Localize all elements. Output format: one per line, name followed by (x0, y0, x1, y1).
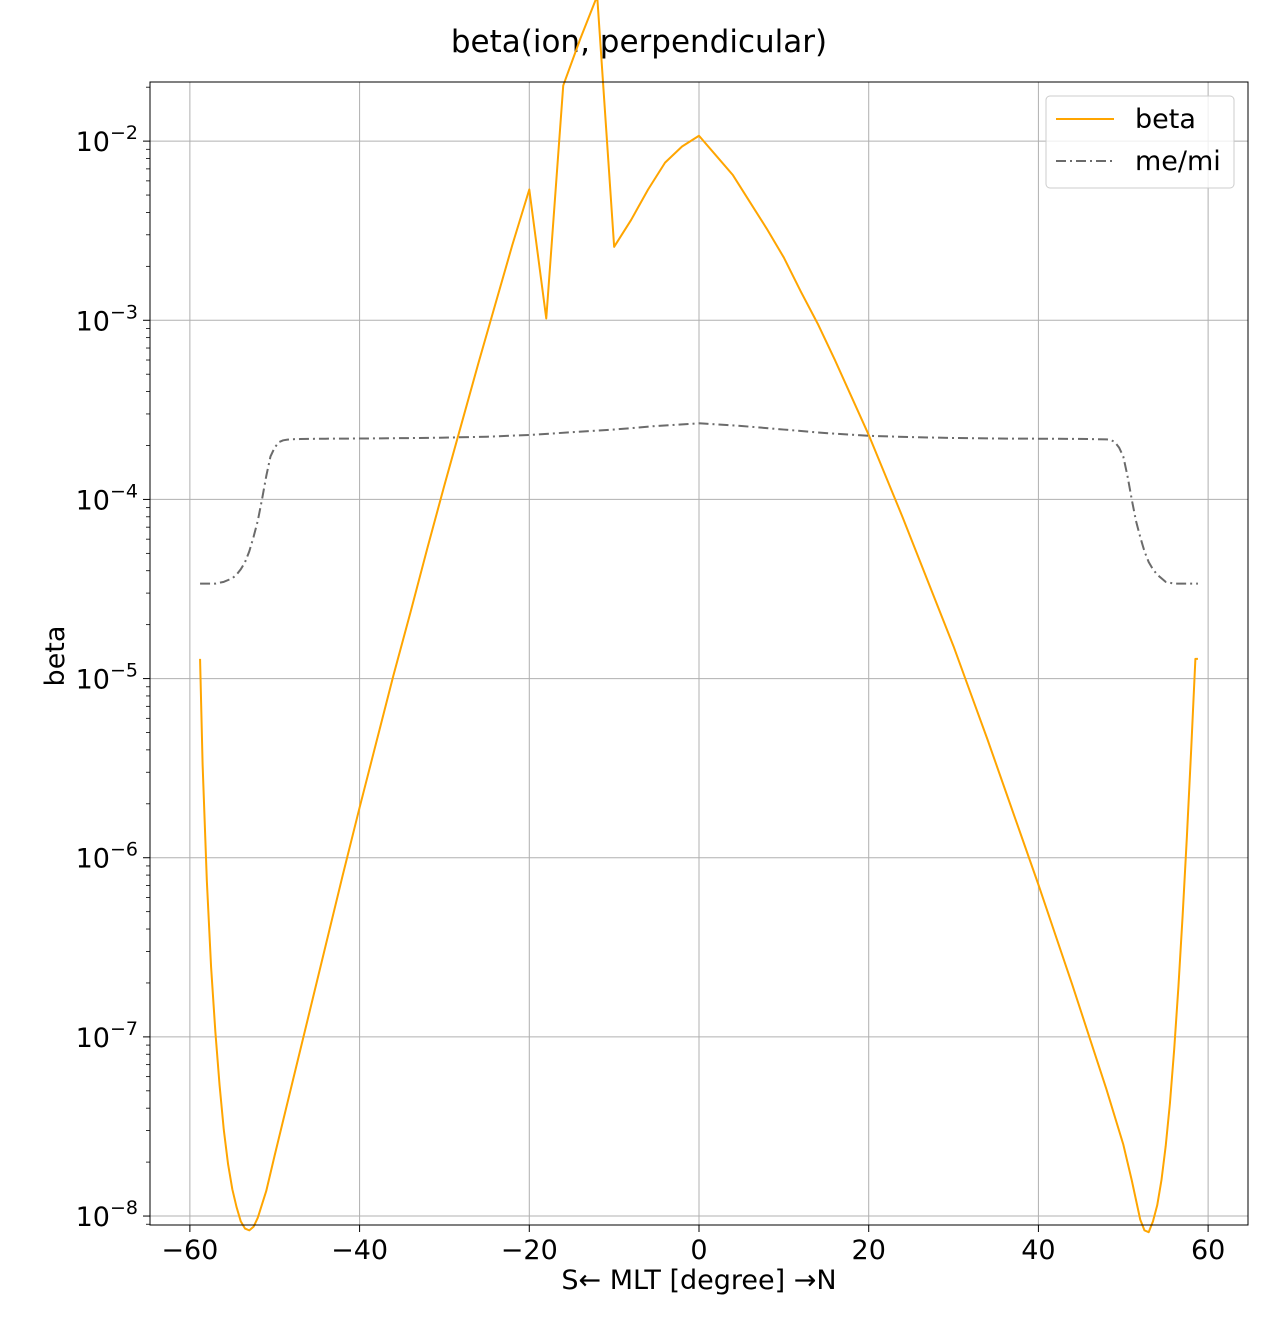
y-tick-label: 10−8 (76, 1197, 138, 1233)
x-axis-label: S← MLT [degree] →N (561, 1265, 836, 1296)
x-tick-label: 20 (852, 1235, 886, 1266)
series-line-beta (199, 0, 1198, 1234)
y-axis-label: beta (40, 626, 71, 687)
y-tick-label: 10−4 (76, 480, 138, 516)
x-tick-label: −20 (501, 1235, 558, 1266)
x-tick-label: 40 (1021, 1235, 1055, 1266)
y-tick-label: 10−2 (76, 122, 138, 158)
x-tick-label: 60 (1191, 1235, 1225, 1266)
x-tick-label: −40 (331, 1235, 388, 1266)
tick-layer: −60 −40 −20 0 20 40 60 10−8 10−7 10−6 10−5 10−4 10−3… (76, 86, 1225, 1266)
y-tick-label: 10−5 (76, 660, 138, 696)
legend: beta me/mi (1045, 95, 1235, 189)
x-tick-label: −60 (161, 1235, 218, 1266)
series-line-me-mi (200, 422, 1198, 585)
chart-title: beta(ion, perpendicular) (451, 24, 827, 60)
series-layer (199, 0, 1198, 1234)
y-tick-label: 10−6 (76, 839, 138, 875)
y-tick-label: 10−3 (76, 301, 138, 337)
x-tick-label: 0 (690, 1235, 707, 1266)
legend-label-beta: beta (1135, 104, 1196, 135)
legend-label-me-mi: me/mi (1135, 146, 1221, 177)
y-tick-label: 10−7 (76, 1018, 138, 1054)
